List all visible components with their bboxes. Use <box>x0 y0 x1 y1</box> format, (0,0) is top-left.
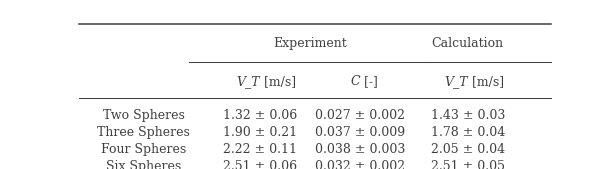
Text: Three Spheres: Three Spheres <box>97 126 190 139</box>
Text: [m/s]: [m/s] <box>467 75 504 88</box>
Text: Calculation: Calculation <box>432 37 504 50</box>
Text: Experiment: Experiment <box>274 37 347 50</box>
Text: 2.51 ± 0.05: 2.51 ± 0.05 <box>430 160 505 169</box>
Text: 1.78 ± 0.04: 1.78 ± 0.04 <box>430 126 505 139</box>
Text: 1.32 ± 0.06: 1.32 ± 0.06 <box>223 109 298 122</box>
Text: V_T: V_T <box>237 75 260 88</box>
Text: Four Spheres: Four Spheres <box>101 143 186 156</box>
Text: Six Spheres: Six Spheres <box>106 160 181 169</box>
Text: 1.90 ± 0.21: 1.90 ± 0.21 <box>223 126 298 139</box>
Text: C: C <box>351 75 360 88</box>
Text: 0.027 ± 0.002: 0.027 ± 0.002 <box>315 109 405 122</box>
Text: 2.51 ± 0.06: 2.51 ± 0.06 <box>223 160 298 169</box>
Text: 0.037 ± 0.009: 0.037 ± 0.009 <box>315 126 405 139</box>
Text: [-]: [-] <box>360 75 378 88</box>
Text: 0.038 ± 0.003: 0.038 ± 0.003 <box>315 143 406 156</box>
Text: Two Spheres: Two Spheres <box>103 109 184 122</box>
Text: 2.05 ± 0.04: 2.05 ± 0.04 <box>430 143 505 156</box>
Text: [m/s]: [m/s] <box>260 75 296 88</box>
Text: 0.032 ± 0.002: 0.032 ± 0.002 <box>315 160 405 169</box>
Text: V_T: V_T <box>444 75 467 88</box>
Text: 2.22 ± 0.11: 2.22 ± 0.11 <box>223 143 298 156</box>
Text: 1.43 ± 0.03: 1.43 ± 0.03 <box>430 109 505 122</box>
